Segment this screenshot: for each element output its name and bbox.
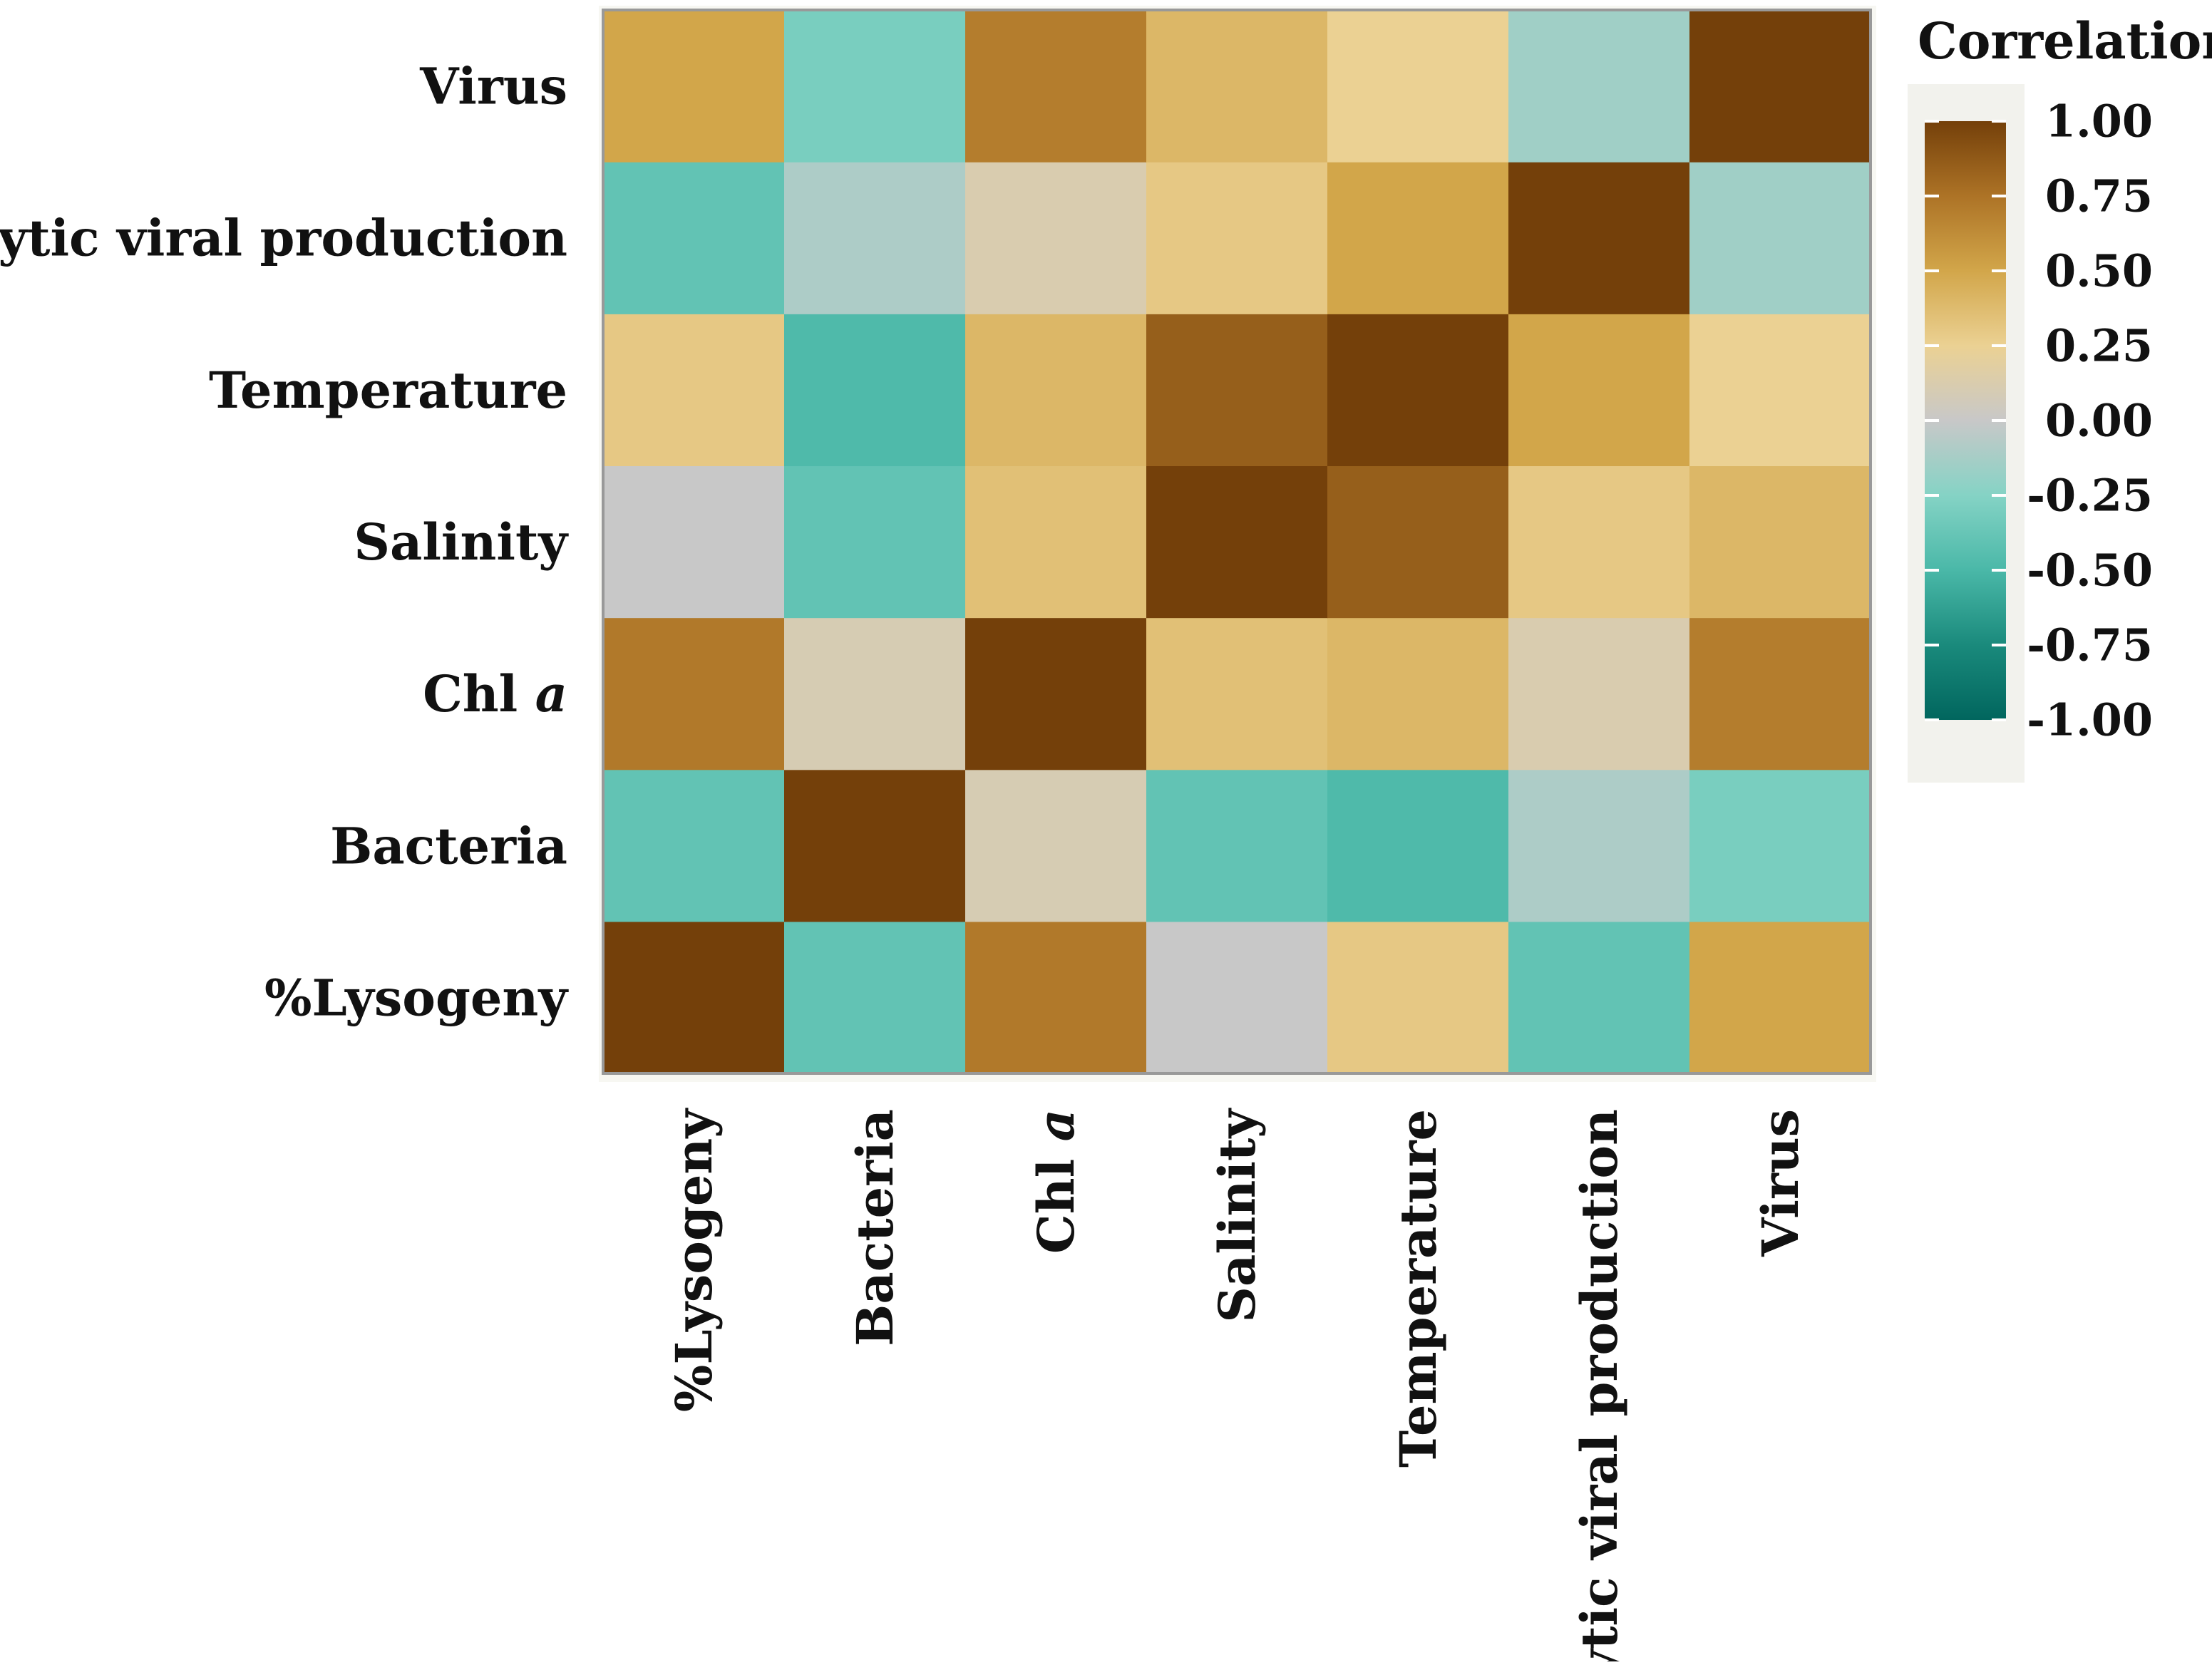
y-axis-labels: %Lysogeny Bacteria Chl a Salinity Temperatur… xyxy=(0,56,569,1027)
color-legend: Correlation 1.00 0.75 0.50 0.25 0.00 -0.25 -0.… xyxy=(1908,11,2212,783)
x-tick-label-bacteria: Bacteria xyxy=(845,1109,905,1346)
y-tick-label-virus: Virus xyxy=(419,56,567,115)
y-tick-label-temperature: Temperature xyxy=(209,360,567,419)
heatmap-cell-bacteria-chl-a xyxy=(965,769,1147,922)
heatmap-cell-chl-a-temperature xyxy=(1327,617,1509,770)
heatmap-cell-lysogeny-bacteria xyxy=(784,921,966,1074)
x-axis-labels: %Lysogeny Bacteria Chl a Salinity Temperatur… xyxy=(664,1108,1810,1665)
heatmap-cell-virus-lytic-viral-production xyxy=(1508,10,1690,163)
heatmap-cell-temperature-salinity xyxy=(1146,314,1328,467)
heatmap-cell-chl-a-lysogeny xyxy=(603,617,785,770)
heatmap-cell-virus-chl-a xyxy=(965,10,1147,163)
heatmap-cells xyxy=(603,10,1871,1074)
heatmap-cell-lytic-viral-production-virus xyxy=(1689,162,1871,314)
heatmap-cell-temperature-temperature xyxy=(1327,314,1509,467)
heatmap-cell-lytic-viral-production-temperature xyxy=(1327,162,1509,314)
x-tick-label-chl-a: Chl a xyxy=(1027,1109,1086,1254)
heatmap-cell-virus-salinity xyxy=(1146,10,1328,163)
heatmap-cell-chl-a-bacteria xyxy=(784,617,966,770)
heatmap-cell-virus-lysogeny xyxy=(603,10,785,163)
x-tick-label-temperature: Temperature xyxy=(1389,1109,1448,1468)
heatmap-cell-salinity-chl-a xyxy=(965,465,1147,619)
heatmap-cell-salinity-temperature xyxy=(1327,465,1509,619)
legend-tick-label: 1.00 xyxy=(2045,96,2153,148)
heatmap-cell-salinity-lysogeny xyxy=(603,465,785,619)
legend-tick-label: 0.75 xyxy=(2045,170,2153,222)
legend-title: Correlation xyxy=(1918,11,2212,71)
heatmap-cell-lysogeny-lytic-viral-production xyxy=(1508,921,1690,1074)
heatmap-cell-salinity-salinity xyxy=(1146,465,1328,619)
y-tick-label-chl-a: Chl a xyxy=(423,664,567,723)
heatmap-cell-lytic-viral-production-lytic-viral-production xyxy=(1508,162,1690,314)
heatmap-cell-lysogeny-virus xyxy=(1689,921,1871,1074)
y-tick-label-salinity: Salinity xyxy=(354,512,569,572)
heatmap-cell-bacteria-bacteria xyxy=(784,769,966,922)
heatmap-cell-chl-a-salinity xyxy=(1146,617,1328,770)
heatmap-cell-temperature-lysogeny xyxy=(603,314,785,467)
heatmap-cell-virus-temperature xyxy=(1327,10,1509,163)
heatmap-cell-lytic-viral-production-salinity xyxy=(1146,162,1328,314)
legend-ticks: 1.00 0.75 0.50 0.25 0.00 -0.25 -0.50 -0.75 -1.00 xyxy=(1925,96,2153,746)
legend-tick-label: -0.75 xyxy=(2027,619,2153,671)
heatmap-cell-bacteria-temperature xyxy=(1327,769,1509,922)
x-tick-label-salinity: Salinity xyxy=(1208,1108,1267,1323)
legend-tick-label: -1.00 xyxy=(2027,694,2153,746)
heatmap-cell-lysogeny-temperature xyxy=(1327,921,1509,1074)
heatmap-cell-chl-a-virus xyxy=(1689,617,1871,770)
heatmap-cell-lysogeny-lysogeny xyxy=(603,921,785,1074)
heatmap-cell-temperature-lytic-viral-production xyxy=(1508,314,1690,467)
heatmap-cell-lysogeny-chl-a xyxy=(965,921,1147,1074)
heatmap-cell-chl-a-chl-a xyxy=(965,617,1147,770)
heatmap-cell-lytic-viral-production-chl-a xyxy=(965,162,1147,314)
heatmap-cell-bacteria-lysogeny xyxy=(603,769,785,922)
heatmap-cell-temperature-chl-a xyxy=(965,314,1147,467)
legend-tick-label: 0.50 xyxy=(2045,245,2153,297)
heatmap-cell-temperature-bacteria xyxy=(784,314,966,467)
heatmap-cell-lytic-viral-production-lysogeny xyxy=(603,162,785,314)
heatmap-cell-salinity-virus xyxy=(1689,465,1871,619)
panel-border xyxy=(602,9,1872,1075)
x-tick-label-lysogeny: %Lysogeny xyxy=(664,1108,724,1412)
heatmap-cell-bacteria-salinity xyxy=(1146,769,1328,922)
y-tick-label-lytic-viral-production: Lytic viral production xyxy=(0,208,567,267)
legend-tick-label: -0.50 xyxy=(2027,545,2153,597)
legend-tick-label: 0.00 xyxy=(2045,395,2153,447)
x-tick-label-lytic-viral-production: Lytic viral production xyxy=(1570,1109,1629,1661)
legend-tick-label: 0.25 xyxy=(2045,320,2153,372)
heatmap-cell-salinity-bacteria xyxy=(784,465,966,619)
y-tick-label-bacteria: Bacteria xyxy=(330,816,567,875)
heatmap-cell-chl-a-lytic-viral-production xyxy=(1508,617,1690,770)
legend-tick-label: -0.25 xyxy=(2027,470,2153,522)
x-tick-label-virus: Virus xyxy=(1751,1109,1810,1257)
heatmap-cell-virus-virus xyxy=(1689,10,1871,163)
heatmap-cell-lytic-viral-production-bacteria xyxy=(784,162,966,314)
heatmap-cell-bacteria-lytic-viral-production xyxy=(1508,769,1690,922)
heatmap-cell-virus-bacteria xyxy=(784,10,966,163)
heatmap-cell-lysogeny-salinity xyxy=(1146,921,1328,1074)
heatmap-cell-salinity-lytic-viral-production xyxy=(1508,465,1690,619)
y-tick-label-lysogeny: %Lysogeny xyxy=(264,968,569,1027)
heatmap-cell-bacteria-virus xyxy=(1689,769,1871,922)
heatmap-cell-temperature-virus xyxy=(1689,314,1871,467)
